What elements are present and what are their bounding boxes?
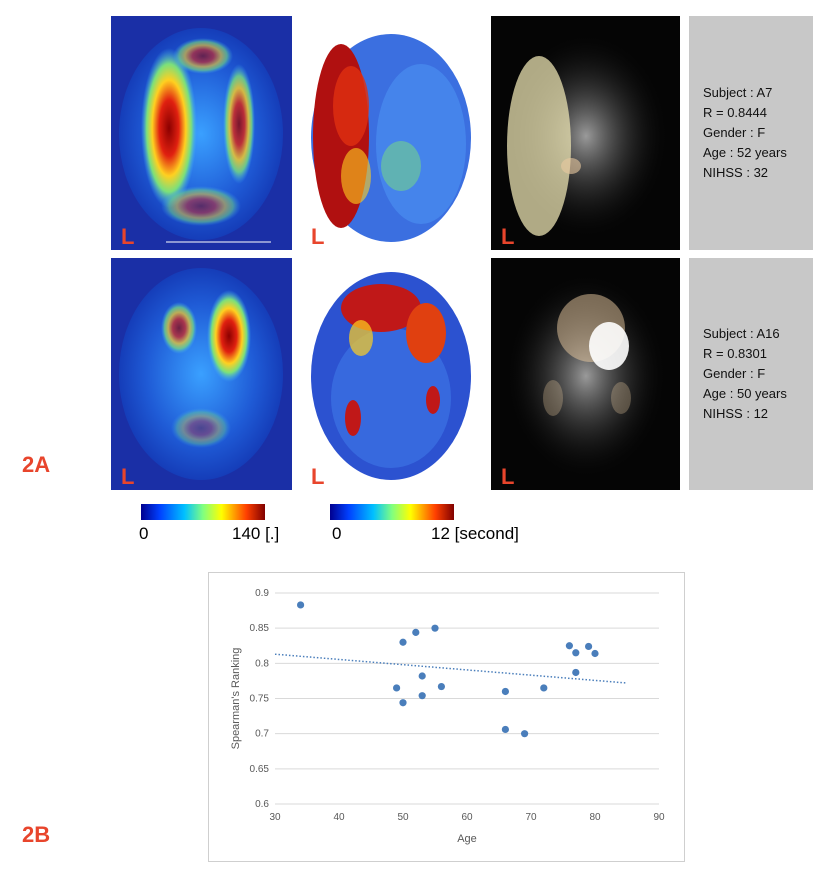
colorbar-jet-min: 0 [139,524,149,543]
x-tick-label: 80 [589,812,601,823]
trendline [274,653,628,684]
x-tick-label: 70 [525,812,537,823]
data-point [418,692,426,700]
panel-label-2b: 2B [22,822,51,847]
y-tick-label: 0.75 [250,694,270,705]
info-line: R = 0.8301 [703,346,767,361]
info-line: Gender : F [703,366,766,381]
colorbar-delay-max: 12 [second] [431,524,519,543]
data-point [572,668,580,677]
brain-map-a7-jet: L [111,16,292,250]
data-point [297,601,305,609]
colorbar-jet [141,504,265,520]
brain-map-a16-delay: L [301,258,482,490]
panel-label-2a: 2A [22,452,51,477]
colorbar-delay-min: 0 [332,524,342,543]
brain-ct-a7-lesion: L [491,16,680,250]
x-tick-label: 50 [397,812,409,823]
info-line: Subject : A7 [703,85,773,100]
scatter-chart: 0.6 0.65 0.7 0.75 0.8 0.85 0.9 30 40 50 60 70 80 90 Ag… [230,588,665,845]
y-tick-label: 0.8 [255,658,269,669]
scatter-chart-box: 0.6 0.65 0.7 0.75 0.8 0.85 0.9 30 40 50 60 70 80 90 Ag… [208,572,685,862]
colorbar-delay [330,504,454,520]
subject-info-a7: Subject : A7 R = 0.8444 Gender : F Age :… [689,16,813,250]
data-point [399,638,407,646]
x-axis-label: Age [457,833,477,845]
left-marker: L [121,224,134,249]
left-marker: L [311,464,324,489]
brain-ct-a16-lesion: L [491,258,680,490]
info-line: NIHSS : 32 [703,165,769,180]
data-point [572,649,580,657]
data-point [540,684,548,692]
y-tick-label: 0.6 [255,799,269,810]
data-point [437,682,445,691]
x-tick-label: 60 [461,812,473,823]
data-point [412,628,420,636]
left-marker: L [501,464,514,489]
data-point [591,649,599,658]
data-point [501,725,509,734]
data-point [399,699,407,707]
info-line: Subject : A16 [703,326,780,341]
data-point [418,672,426,680]
data-point [431,624,439,632]
info-line: Age : 52 years [703,145,787,160]
x-tick-label: 30 [269,812,281,823]
y-tick-label: 0.85 [250,623,270,634]
info-line: NIHSS : 12 [703,406,769,421]
left-marker: L [311,224,324,249]
y-tick-label: 0.65 [250,764,270,775]
data-point [585,642,593,651]
brain-map-a7-delay: L [301,16,482,250]
y-tick-label: 0.9 [255,588,269,599]
brain-map-a16-jet: L [111,258,292,490]
data-point [393,684,401,692]
y-tick-label: 0.7 [255,729,269,740]
info-line: Gender : F [703,125,766,140]
info-line: Age : 50 years [703,386,787,401]
info-line: R = 0.8444 [703,105,767,120]
subject-info-a16: Subject : A16 R = 0.8301 Gender : F Age … [689,258,813,490]
data-point [565,642,573,650]
y-axis-label: Spearman's Ranking [230,648,242,750]
x-tick-label: 40 [333,812,345,823]
x-tick-label: 90 [653,812,665,823]
left-marker: L [501,224,514,249]
colorbar-jet-max: 140 [.] [232,524,280,543]
left-marker: L [121,464,134,489]
data-point [521,730,529,738]
data-point [501,687,509,696]
